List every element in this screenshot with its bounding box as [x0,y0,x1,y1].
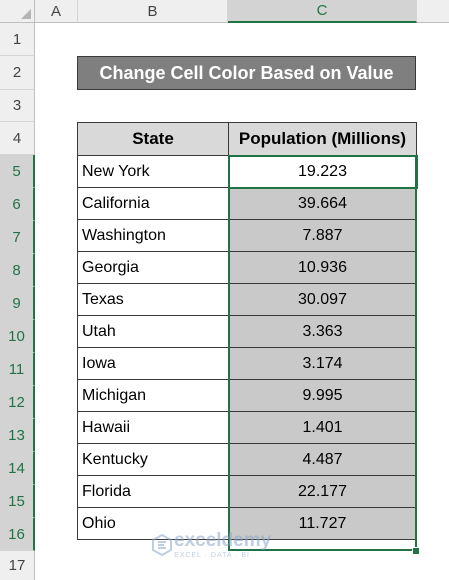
row-header-9[interactable]: 9 [0,287,35,320]
state-cell[interactable]: Hawaii [77,411,229,444]
column-header-c[interactable]: C [228,0,417,23]
table-row: Michigan 9.995 [77,379,417,412]
row-header-6[interactable]: 6 [0,188,35,221]
population-cell-active[interactable]: 19.223 [227,154,418,189]
table-row: Ohio 11.727 [77,507,417,540]
row-header-17[interactable]: 17 [0,551,35,580]
population-cell[interactable]: 10.936 [228,251,417,284]
table-header-row: State Population (Millions) [77,122,417,156]
population-cell[interactable]: 11.727 [228,507,417,540]
select-all-corner[interactable] [0,0,35,23]
fill-handle[interactable] [412,547,420,555]
population-cell[interactable]: 7.887 [228,219,417,252]
column-header-b[interactable]: B [78,0,228,23]
row-header-15[interactable]: 15 [0,485,35,518]
watermark-brand: exceldemy [174,530,272,551]
table-row: Washington 7.887 [77,219,417,252]
table-row: Kentucky 4.487 [77,443,417,476]
watermark: exceldemy EXCEL · DATA · BI [150,531,271,559]
state-cell[interactable]: Texas [77,283,229,316]
row-header-8[interactable]: 8 [0,254,35,287]
population-cell[interactable]: 9.995 [228,379,417,412]
state-cell[interactable]: Utah [77,315,229,348]
row-header-14[interactable]: 14 [0,452,35,485]
row-header-5[interactable]: 5 [0,155,35,188]
state-cell[interactable]: Iowa [77,347,229,380]
row-header-16[interactable]: 16 [0,518,35,551]
header-state[interactable]: State [77,122,229,156]
row-header-13[interactable]: 13 [0,419,35,452]
column-header-d[interactable] [417,0,449,23]
exceldemy-logo-icon [152,533,172,557]
state-cell[interactable]: Ohio [77,507,229,540]
table-row: Utah 3.363 [77,315,417,348]
population-cell[interactable]: 1.401 [228,411,417,444]
watermark-text: exceldemy EXCEL · DATA · BI [174,531,271,559]
population-cell[interactable]: 3.174 [228,347,417,380]
row-header-7[interactable]: 7 [0,221,35,254]
population-cell[interactable]: 39.664 [228,187,417,220]
population-cell[interactable]: 4.487 [228,443,417,476]
table-row: California 39.664 [77,187,417,220]
table-row: Hawaii 1.401 [77,411,417,444]
row-header-4[interactable]: 4 [0,122,35,155]
population-cell[interactable]: 22.177 [228,475,417,508]
header-population[interactable]: Population (Millions) [228,122,417,156]
table-row: Georgia 10.936 [77,251,417,284]
state-cell[interactable]: New York [77,155,229,188]
column-header-a[interactable]: A [35,0,78,23]
row-header-12[interactable]: 12 [0,386,35,419]
state-cell[interactable]: Michigan [77,379,229,412]
state-cell[interactable]: Florida [77,475,229,508]
population-cell[interactable]: 3.363 [228,315,417,348]
state-cell[interactable]: California [77,187,229,220]
population-cell[interactable]: 30.097 [228,283,417,316]
state-cell[interactable]: Kentucky [77,443,229,476]
state-cell[interactable]: Georgia [77,251,229,284]
state-cell[interactable]: Washington [77,219,229,252]
table-row: Florida 22.177 [77,475,417,508]
row-header-10[interactable]: 10 [0,320,35,353]
population-table: State Population (Millions) New York 19.2… [77,122,418,540]
row-header-11[interactable]: 11 [0,353,35,386]
table-row: New York 19.223 [77,154,418,189]
table-row: Texas 30.097 [77,283,417,316]
row-header-1[interactable]: 1 [0,23,35,56]
row-header-2[interactable]: 2 [0,56,35,90]
sheet-title[interactable]: Change Cell Color Based on Value [77,56,416,90]
table-row: Iowa 3.174 [77,347,417,380]
row-header-3[interactable]: 3 [0,90,35,122]
select-all-triangle-icon [21,9,31,19]
watermark-tagline: EXCEL · DATA · BI [174,552,250,559]
